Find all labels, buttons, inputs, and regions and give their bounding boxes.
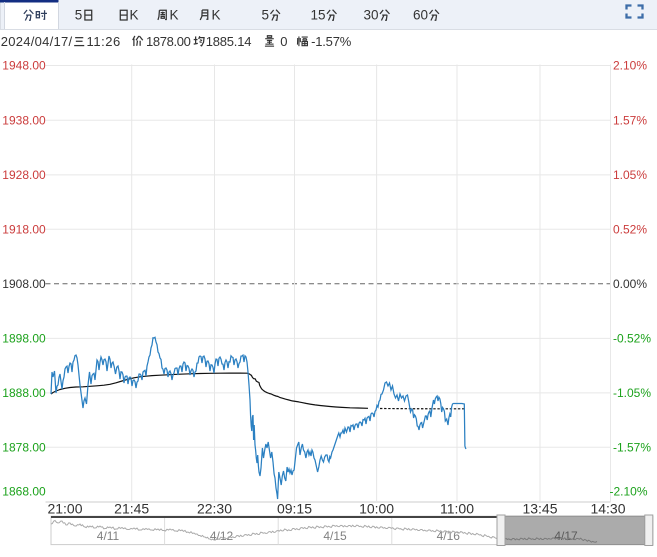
svg-text:1.57%: 1.57% bbox=[613, 113, 647, 127]
svg-text:1938.00: 1938.00 bbox=[2, 113, 46, 127]
svg-text:60: 60 bbox=[413, 8, 428, 23]
svg-text:4/15: 4/15 bbox=[323, 529, 347, 543]
svg-text:30: 30 bbox=[364, 8, 379, 23]
svg-text:K: K bbox=[170, 8, 179, 23]
svg-text:4/17: 4/17 bbox=[554, 529, 578, 543]
svg-text:-1.57%: -1.57% bbox=[613, 441, 651, 455]
svg-text:-1.05%: -1.05% bbox=[613, 386, 651, 400]
svg-text:1885.14: 1885.14 bbox=[206, 34, 252, 49]
svg-text:1928.00: 1928.00 bbox=[2, 168, 46, 182]
svg-text:4/11: 4/11 bbox=[97, 529, 120, 543]
svg-text:0: 0 bbox=[280, 34, 287, 49]
svg-text:11:00: 11:00 bbox=[440, 501, 474, 517]
svg-text:10:00: 10:00 bbox=[359, 501, 394, 517]
svg-text:0.00%: 0.00% bbox=[613, 277, 647, 291]
svg-text:1888.00: 1888.00 bbox=[2, 386, 46, 400]
svg-text:1878.00: 1878.00 bbox=[2, 441, 46, 455]
svg-text:1948.00: 1948.00 bbox=[2, 59, 46, 73]
svg-text:K: K bbox=[212, 8, 221, 23]
svg-text:14:30: 14:30 bbox=[590, 501, 625, 517]
svg-text:1878.00: 1878.00 bbox=[146, 34, 191, 49]
svg-text:-0.52%: -0.52% bbox=[613, 332, 651, 346]
svg-text:0.52%: 0.52% bbox=[613, 223, 647, 237]
svg-text:5: 5 bbox=[262, 8, 270, 23]
svg-text:09:15: 09:15 bbox=[277, 501, 312, 517]
svg-text:22:30: 22:30 bbox=[197, 501, 232, 517]
svg-text:1868.00: 1868.00 bbox=[2, 485, 46, 499]
svg-text:21:00: 21:00 bbox=[47, 501, 82, 517]
svg-text:1.05%: 1.05% bbox=[613, 168, 647, 182]
svg-text:-1.57%: -1.57% bbox=[311, 34, 352, 49]
svg-text:13:45: 13:45 bbox=[522, 501, 557, 517]
svg-text:11:26: 11:26 bbox=[87, 34, 121, 49]
svg-text:2024/04/17/: 2024/04/17/ bbox=[1, 34, 73, 49]
svg-text:15: 15 bbox=[311, 8, 326, 23]
svg-text:5: 5 bbox=[75, 8, 83, 23]
svg-text:1898.00: 1898.00 bbox=[2, 332, 46, 346]
svg-text:1908.00: 1908.00 bbox=[2, 277, 46, 291]
svg-text:-2.10%: -2.10% bbox=[610, 485, 648, 499]
svg-text:21:45: 21:45 bbox=[114, 501, 149, 517]
svg-text:K: K bbox=[130, 8, 139, 23]
svg-text:1918.00: 1918.00 bbox=[2, 223, 46, 237]
svg-text:2.10%: 2.10% bbox=[613, 59, 647, 73]
